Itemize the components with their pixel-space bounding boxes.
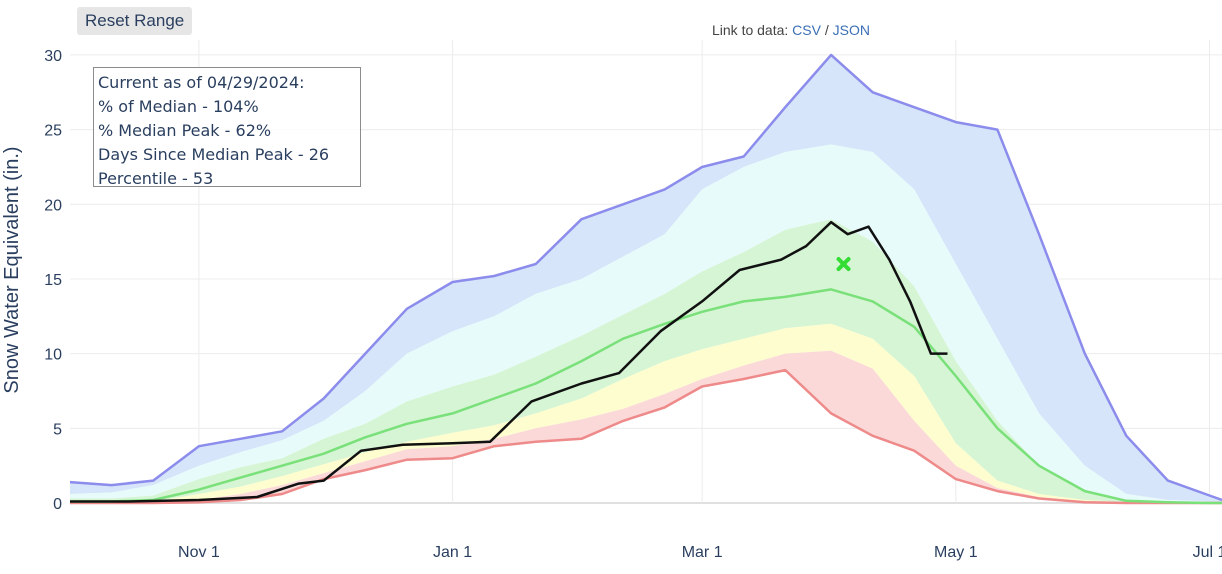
y-tick-label: 30 — [44, 48, 62, 65]
band-p10-min — [70, 350, 1222, 503]
y-tick-label: 0 — [53, 496, 62, 513]
y-tick-label: 20 — [44, 197, 62, 214]
y-tick-label: 5 — [53, 421, 62, 438]
x-tick-label: Jul 1 — [1193, 544, 1222, 561]
min-line — [70, 368, 1222, 505]
x-tick-label: Nov 1 — [178, 544, 220, 561]
y-axis-label: Snow Water Equivalent (in.) — [1, 146, 23, 393]
band-p90-p70 — [70, 144, 1222, 503]
percentile-bands — [70, 54, 1222, 503]
y-tick-label: 15 — [44, 272, 62, 289]
axes: 0 5 10 15 20 25 30 Nov 1 Jan 1 Mar 1 May 1 Jul 1 — [44, 48, 1222, 561]
stats-days-since-peak: Days Since Median Peak - 26 — [98, 145, 330, 164]
x-tick-label: May 1 — [934, 544, 978, 561]
stats-pct-median: % of Median - 104% — [98, 97, 259, 116]
link-separator: / — [824, 22, 829, 38]
stats-annotation: Current as of 04/29/2024: % of Median - … — [93, 67, 361, 188]
data-link-label: Link to data: — [712, 22, 789, 38]
band-median-p30 — [70, 289, 1222, 503]
median-peak-marker — [836, 257, 851, 272]
band-p70-median — [70, 219, 1222, 503]
stats-percentile: Percentile - 53 — [98, 169, 214, 188]
reset-range-button[interactable]: Reset Range — [77, 7, 193, 35]
x-tick-label: Jan 1 — [433, 544, 472, 561]
series-lines — [69, 53, 1222, 505]
y-tick-label: 25 — [44, 123, 62, 140]
x-tick-label: Mar 1 — [682, 544, 723, 561]
y-tick-label: 10 — [44, 347, 62, 364]
stats-date: Current as of 04/29/2024: — [98, 73, 305, 92]
band-p30-p10 — [70, 323, 1222, 503]
max-line — [69, 53, 1222, 502]
median-line — [70, 288, 1222, 505]
csv-link[interactable]: CSV — [792, 22, 821, 38]
stats-pct-median-peak: % Median Peak - 62% — [98, 121, 272, 140]
band-max-p90 — [70, 54, 1222, 503]
data-links: Link to data: CSV / JSON — [712, 22, 870, 38]
json-link[interactable]: JSON — [832, 22, 870, 38]
current-year-line — [70, 220, 948, 503]
